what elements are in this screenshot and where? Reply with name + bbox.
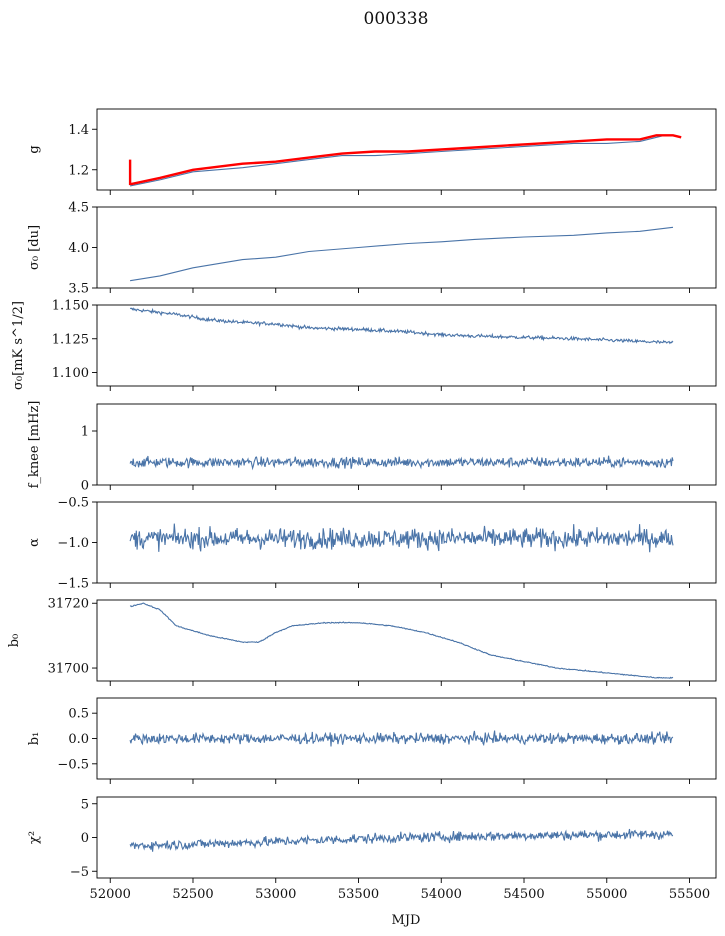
series-line-4-1: [129, 455, 674, 471]
x-tick-label: 53000: [255, 887, 296, 902]
y-tick-label: 1.4: [68, 123, 89, 138]
panels: 1.2 1.4 g 3.5 4.0 4.5 σ₀ [du] 1.100 1.125 1.150 σ₀…: [7, 108, 717, 902]
y-tick-label: 1.125: [52, 332, 89, 347]
x-tick-label: 55500: [669, 887, 710, 902]
y-tick-label: −0.5: [57, 496, 89, 511]
y-tick-label: 4.5: [68, 201, 89, 216]
y-tick-label: 0: [81, 479, 89, 494]
y-tick-label: 0.0: [68, 732, 89, 747]
panel-7: −0.5 0.0 0.5 b₁: [27, 697, 717, 784]
panel-8: 52000 52500 53000 53500 54000 54500 55000 55500…: [27, 796, 717, 902]
y-axis-label: b₀: [7, 634, 22, 648]
series-line-3-1: [129, 307, 674, 345]
axes-frame: [96, 599, 717, 682]
figure-title: 000338: [364, 9, 429, 29]
y-tick-label: 31700: [48, 662, 89, 677]
axes-frame: [96, 304, 717, 387]
panel-6: 31700 31720 b₀: [7, 597, 717, 686]
y-tick-label: 1: [81, 425, 89, 440]
axes-frame: [96, 206, 717, 289]
panel-1: 1.2 1.4 g: [27, 108, 717, 195]
y-axis-label: f_knee [mHz]: [27, 401, 42, 489]
y-tick-label: −0.5: [57, 757, 89, 772]
y-tick-label: −5: [70, 865, 89, 880]
series-line-2-1: [130, 226, 674, 282]
y-axis-label: σ₀ [du]: [27, 225, 42, 270]
panel-4: 0 1 f_knee [mHz]: [27, 401, 717, 494]
axes-frame: [96, 108, 717, 191]
y-axis-label: α: [27, 538, 42, 547]
y-tick-label: 5: [81, 797, 89, 812]
panel-2: 3.5 4.0 4.5 σ₀ [du]: [27, 201, 717, 297]
x-axis-label: MJD: [392, 913, 421, 928]
y-axis-label: g: [27, 145, 42, 153]
y-tick-label: 1.150: [52, 299, 89, 314]
series-line-1-1: [129, 134, 665, 187]
y-tick-label: 0.5: [68, 707, 89, 722]
y-tick-label: −1.0: [57, 536, 89, 551]
panel-3: 1.100 1.125 1.150 σ₀[mK s^1/2]: [11, 299, 717, 391]
y-tick-label: 31720: [48, 597, 89, 612]
x-tick-label: 53500: [338, 887, 379, 902]
series-line-8-1: [129, 828, 674, 852]
y-axis-label: b₁: [27, 732, 42, 746]
y-tick-label: 1.2: [68, 163, 89, 178]
y-tick-label: 1.100: [52, 366, 89, 381]
y-tick-label: −1.5: [57, 577, 89, 592]
y-tick-label: 0: [81, 831, 89, 846]
y-axis-label: χ²: [27, 831, 42, 844]
x-tick-label: 54000: [421, 887, 462, 902]
series-line-5-1: [129, 523, 674, 553]
axes-frame: [96, 403, 717, 486]
x-tick-label: 52000: [90, 887, 131, 902]
y-tick-label: 4.0: [68, 241, 89, 256]
x-tick-label: 55000: [586, 887, 627, 902]
y-tick-label: 3.5: [68, 282, 89, 297]
x-tick-label: 54500: [503, 887, 544, 902]
panel-5: −1.5 −1.0 −0.5 α: [27, 496, 717, 592]
series-line-7-1: [129, 730, 674, 747]
series-line-6-1: [129, 602, 674, 679]
x-tick-label: 52500: [172, 887, 213, 902]
y-axis-label: σ₀[mK s^1/2]: [11, 301, 26, 390]
series-line-1-2: [128, 134, 682, 186]
